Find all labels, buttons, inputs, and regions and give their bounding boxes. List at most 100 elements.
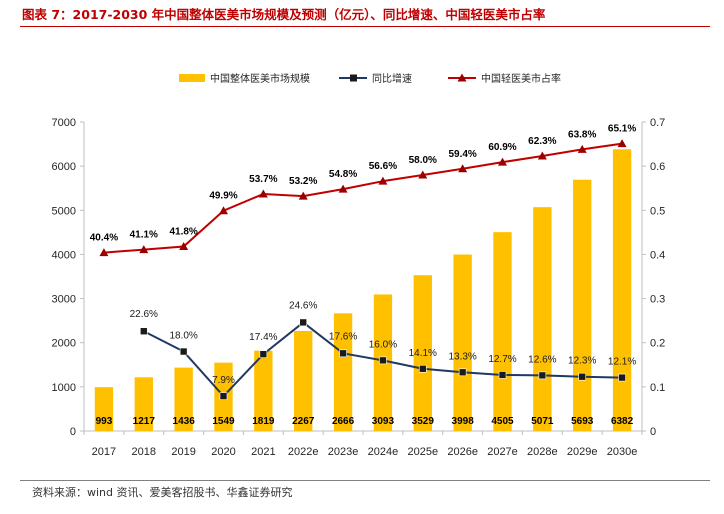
yoy-growth-series: 22.6% 18.0% 7.9% 17.4% 24.6% 17.6% 16.0% 14.1% 1… <box>130 300 636 400</box>
market-size-bar <box>413 275 432 431</box>
market-size-bar <box>294 330 313 431</box>
legend-label-yoy: 同比增速 <box>372 72 412 85</box>
market-size-value-label: 2666 <box>332 416 355 427</box>
market-size-value-label: 993 <box>96 416 113 427</box>
x-axis-category-label: 2022e <box>288 446 319 458</box>
right-axis-tick-label: 0 <box>650 426 656 438</box>
light-medical-share-point <box>99 248 109 257</box>
light-medical-share-point <box>378 176 388 185</box>
light-medical-share-value-label: 53.7% <box>249 174 277 185</box>
yoy-growth-value-label: 17.6% <box>329 331 357 342</box>
light-medical-share-point <box>537 151 547 160</box>
market-size-bar <box>573 179 592 431</box>
right-axis-tick-label: 0.5 <box>650 205 665 217</box>
light-medical-share-value-label: 49.9% <box>209 191 237 202</box>
left-axis-tick-label: 3000 <box>52 294 76 306</box>
x-axis-category-label: 2018 <box>132 446 156 458</box>
yoy-growth-point <box>219 392 228 400</box>
left-axis-tick-label: 2000 <box>52 338 76 350</box>
chart-title: 图表 7：2017-2030 年中国整体医美市场规模及预测（亿元）、同比增速、中… <box>22 7 546 22</box>
market-size-value-label: 1436 <box>173 416 196 427</box>
x-axis-category-label: 2026e <box>447 446 478 458</box>
light-medical-share-value-label: 62.3% <box>528 136 556 147</box>
market-size-bar <box>533 207 552 431</box>
light-medical-share-value-label: 56.6% <box>369 161 397 172</box>
market-size-value-label: 2267 <box>292 416 315 427</box>
light-medical-share-point <box>458 164 468 173</box>
light-medical-share-value-label: 40.4% <box>90 233 118 244</box>
right-axis-tick-label: 0.3 <box>650 294 665 306</box>
market-size-bar <box>493 232 512 431</box>
light-medical-share-value-label: 58.0% <box>409 155 437 166</box>
light-medical-share-value-label: 63.8% <box>568 129 596 140</box>
x-axis-category-label: 2029e <box>567 446 598 458</box>
yoy-growth-value-label: 12.1% <box>608 357 636 368</box>
yoy-growth-point <box>538 371 547 380</box>
yoy-growth-value-label: 12.7% <box>488 354 516 365</box>
left-axis-tick-label: 0 <box>70 426 76 438</box>
yoy-growth-value-label: 7.9% <box>212 375 235 386</box>
market-size-bar <box>612 149 632 432</box>
yoy-growth-point <box>618 373 626 382</box>
market-size-value-label: 4505 <box>491 416 514 427</box>
legend-swatch-bar <box>179 74 205 82</box>
light-medical-share-point <box>577 144 587 153</box>
light-medical-share-value-label: 59.4% <box>448 149 476 160</box>
yoy-growth-value-label: 17.4% <box>249 332 277 343</box>
market-size-value-label: 1819 <box>252 416 275 427</box>
x-axis-category-label: 2028e <box>527 446 558 458</box>
yoy-growth-value-label: 18.0% <box>169 331 197 342</box>
x-axis-category-label: 2021 <box>251 446 275 458</box>
light-medical-share-value-label: 54.8% <box>329 169 357 180</box>
market-size-bar <box>134 377 153 431</box>
yoy-growth-value-label: 16.0% <box>369 339 397 350</box>
left-axis-tick-label: 4000 <box>52 249 76 261</box>
market-size-value-label: 1549 <box>212 416 235 427</box>
yoy-growth-point <box>179 347 188 356</box>
light-medical-share-value-label: 65.1% <box>608 124 636 135</box>
yoy-growth-point <box>578 372 587 381</box>
market-size-value-label: 3529 <box>412 416 435 427</box>
light-medical-share-series: 40.4% 41.1% 41.8% 49.9% 53.7% 53.2% 54.8% 56.6%… <box>90 124 636 257</box>
left-axis-tick-label: 1000 <box>52 382 76 394</box>
legend-swatch-share-marker <box>457 73 467 82</box>
market-size-labels: 993 1217 1436 1549 1819 2267 2666 3093 3529 3998 4… <box>96 416 634 427</box>
legend-label-market-size: 中国整体医美市场规模 <box>210 72 310 85</box>
x-axis-category-label: 2025e <box>407 446 438 458</box>
market-size-value-label: 5071 <box>531 416 554 427</box>
right-axis-tick-label: 0.7 <box>650 117 665 129</box>
market-size-bar <box>453 254 472 431</box>
yoy-growth-point <box>498 371 507 379</box>
yoy-growth-value-label: 13.3% <box>448 351 476 362</box>
legend-label-share: 中国轻医美市占率 <box>481 72 561 85</box>
yoy-growth-point <box>139 327 148 336</box>
source-note: 资料来源：wind 资讯、爱美客招股书、华鑫证券研究 <box>32 486 293 499</box>
market-size-bar <box>174 367 193 431</box>
yoy-growth-point <box>418 364 427 373</box>
light-medical-share-value-label: 60.9% <box>488 142 516 153</box>
yoy-growth-point <box>299 318 308 327</box>
right-axis-tick-label: 0.1 <box>650 382 665 394</box>
light-medical-share-point <box>338 184 348 193</box>
yoy-growth-value-label: 14.1% <box>409 348 437 359</box>
light-medical-share-line <box>103 142 623 254</box>
x-axis-category-label: 2020 <box>211 446 235 458</box>
chart-legend: 中国整体医美市场规模 同比增速 中国轻医美市占率 <box>179 72 561 85</box>
yoy-growth-value-label: 22.6% <box>130 309 158 320</box>
light-medical-share-point <box>139 245 149 254</box>
light-medical-share-point <box>418 170 428 179</box>
light-medical-share-point <box>219 206 228 215</box>
x-axis-category-label: 2017 <box>92 446 116 458</box>
market-size-value-label: 3998 <box>452 416 475 427</box>
light-medical-share-point <box>298 191 308 200</box>
light-medical-share-value-label: 41.8% <box>169 226 197 237</box>
right-axis-tick-label: 0.4 <box>650 249 665 261</box>
legend-swatch-yoy-marker <box>350 74 357 82</box>
market-size-value-label: 5693 <box>571 416 594 427</box>
yoy-growth-point <box>339 349 347 358</box>
market-size-value-label: 1217 <box>133 416 156 427</box>
x-axis-category-label: 2027e <box>487 446 518 458</box>
market-size-value-label: 6382 <box>611 416 634 427</box>
x-axis-category-label: 2030e <box>607 446 638 458</box>
light-medical-share-value-label: 53.2% <box>289 176 317 187</box>
